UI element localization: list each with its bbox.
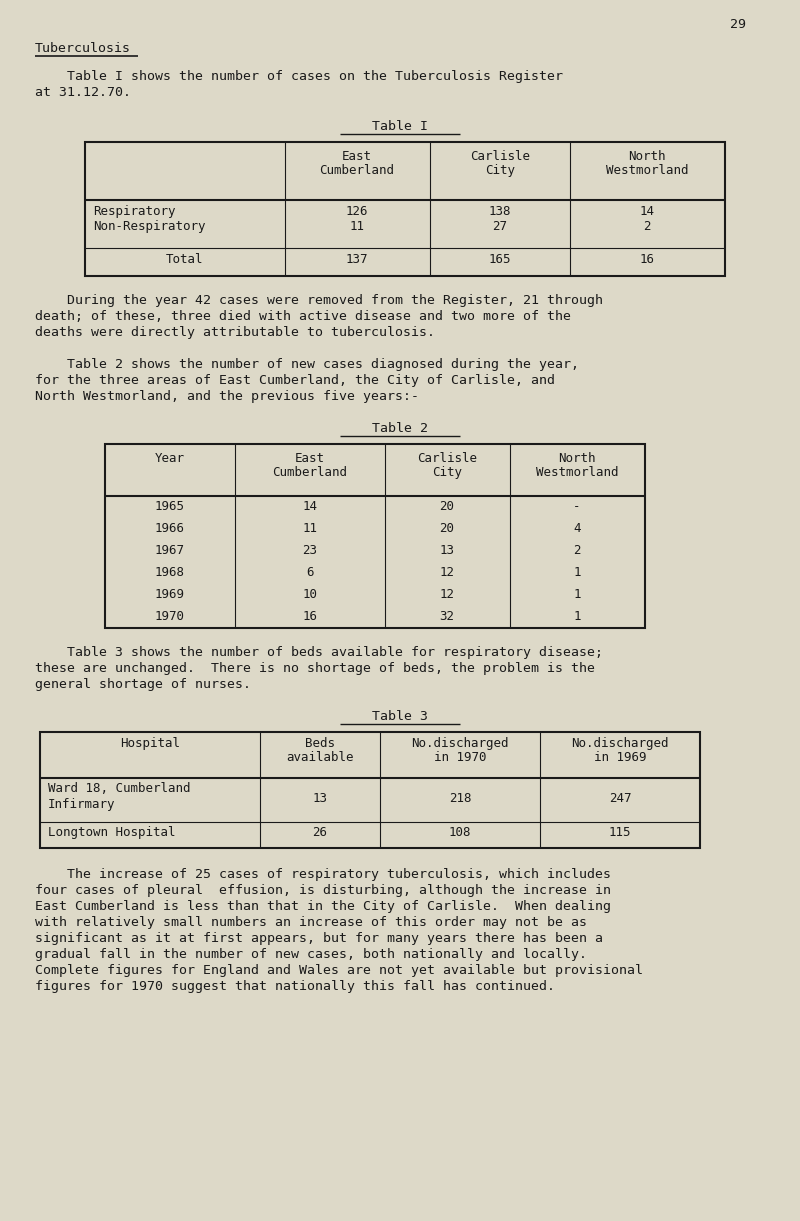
Text: Westmorland: Westmorland [606,164,688,177]
Text: City: City [485,164,515,177]
Text: 14: 14 [639,205,654,219]
Text: Table 2 shows the number of new cases diagnosed during the year,: Table 2 shows the number of new cases di… [35,358,579,371]
Text: death; of these, three died with active disease and two more of the: death; of these, three died with active … [35,310,571,324]
Text: Table 2: Table 2 [372,422,428,435]
Text: 1965: 1965 [155,501,185,513]
Text: 1970: 1970 [155,610,185,623]
Text: 1969: 1969 [155,589,185,601]
Text: 126: 126 [346,205,368,219]
Text: available: available [286,751,354,764]
Text: North: North [558,452,596,465]
Text: East: East [342,150,372,162]
Text: 11: 11 [350,220,365,233]
Text: 13: 13 [439,545,454,557]
Text: four cases of pleural  effusion, is disturbing, although the increase in: four cases of pleural effusion, is distu… [35,884,611,897]
Text: for the three areas of East Cumberland, the City of Carlisle, and: for the three areas of East Cumberland, … [35,374,555,387]
Text: 218: 218 [449,792,471,805]
Text: Hospital: Hospital [120,737,180,750]
Text: Complete figures for England and Wales are not yet available but provisional: Complete figures for England and Wales a… [35,965,643,977]
Text: 10: 10 [302,589,318,601]
Text: figures for 1970 suggest that nationally this fall has continued.: figures for 1970 suggest that nationally… [35,980,555,993]
Text: No.discharged: No.discharged [571,737,669,750]
Text: gradual fall in the number of new cases, both nationally and locally.: gradual fall in the number of new cases,… [35,947,587,961]
Text: Ward 18, Cumberland: Ward 18, Cumberland [48,781,190,795]
Text: 11: 11 [302,523,318,535]
Text: 2: 2 [643,220,650,233]
Text: Carlisle: Carlisle [417,452,477,465]
Text: at 31.12.70.: at 31.12.70. [35,85,131,99]
Text: 1968: 1968 [155,567,185,579]
Text: No.discharged: No.discharged [411,737,509,750]
Text: Tuberculosis: Tuberculosis [35,42,131,55]
Text: 14: 14 [302,501,318,513]
Text: Longtown Hospital: Longtown Hospital [48,825,175,839]
Text: 115: 115 [609,825,631,839]
Text: 26: 26 [313,825,327,839]
Text: these are unchanged.  There is no shortage of beds, the problem is the: these are unchanged. There is no shortag… [35,662,595,675]
Text: East: East [295,452,325,465]
Text: 1: 1 [574,589,581,601]
Text: 23: 23 [302,545,318,557]
Text: significant as it at first appears, but for many years there has been a: significant as it at first appears, but … [35,932,603,945]
Text: 6: 6 [306,567,314,579]
Text: 27: 27 [493,220,507,233]
Text: 138: 138 [489,205,511,219]
Text: 12: 12 [439,589,454,601]
Text: 16: 16 [639,253,654,266]
Text: 108: 108 [449,825,471,839]
Text: Infirmary: Infirmary [48,799,115,811]
Text: 1: 1 [574,610,581,623]
Text: North Westmorland, and the previous five years:-: North Westmorland, and the previous five… [35,389,419,403]
Text: 12: 12 [439,567,454,579]
Text: 32: 32 [439,610,454,623]
Text: 1: 1 [574,567,581,579]
Text: -: - [574,501,581,513]
Text: Table I: Table I [372,120,428,133]
Text: 20: 20 [439,501,454,513]
Text: 20: 20 [439,523,454,535]
Text: general shortage of nurses.: general shortage of nurses. [35,678,251,691]
Text: 4: 4 [574,523,581,535]
Text: 1966: 1966 [155,523,185,535]
Text: North: North [628,150,666,162]
Text: Cumberland: Cumberland [273,466,347,479]
Text: 2: 2 [574,545,581,557]
Text: Table 3 shows the number of beds available for respiratory disease;: Table 3 shows the number of beds availab… [35,646,603,659]
Text: Westmorland: Westmorland [536,466,618,479]
Text: deaths were directly attributable to tuberculosis.: deaths were directly attributable to tub… [35,326,435,339]
Text: Total: Total [166,253,204,266]
Text: in 1969: in 1969 [594,751,646,764]
Text: During the year 42 cases were removed from the Register, 21 through: During the year 42 cases were removed fr… [35,294,603,306]
Bar [105,444,645,628]
Text: 247: 247 [609,792,631,805]
Text: Table 3: Table 3 [372,709,428,723]
Text: 13: 13 [313,792,327,805]
Text: 1967: 1967 [155,545,185,557]
Text: Beds: Beds [305,737,335,750]
Text: Cumberland: Cumberland [319,164,394,177]
Text: Non-Respiratory: Non-Respiratory [93,220,206,233]
Text: The increase of 25 cases of respiratory tuberculosis, which includes: The increase of 25 cases of respiratory … [35,868,611,882]
Text: City: City [432,466,462,479]
Text: in 1970: in 1970 [434,751,486,764]
Text: Year: Year [155,452,185,465]
Text: 165: 165 [489,253,511,266]
Text: with relatively small numbers an increase of this order may not be as: with relatively small numbers an increas… [35,916,587,929]
Text: 16: 16 [302,610,318,623]
Text: Table I shows the number of cases on the Tuberculosis Register: Table I shows the number of cases on the… [35,70,563,83]
Text: 29: 29 [730,18,746,31]
Text: 137: 137 [346,253,368,266]
Text: Respiratory: Respiratory [93,205,175,219]
Text: East Cumberland is less than that in the City of Carlisle.  When dealing: East Cumberland is less than that in the… [35,900,611,913]
Bar [40,733,700,849]
Text: Carlisle: Carlisle [470,150,530,162]
Bar [85,142,725,276]
